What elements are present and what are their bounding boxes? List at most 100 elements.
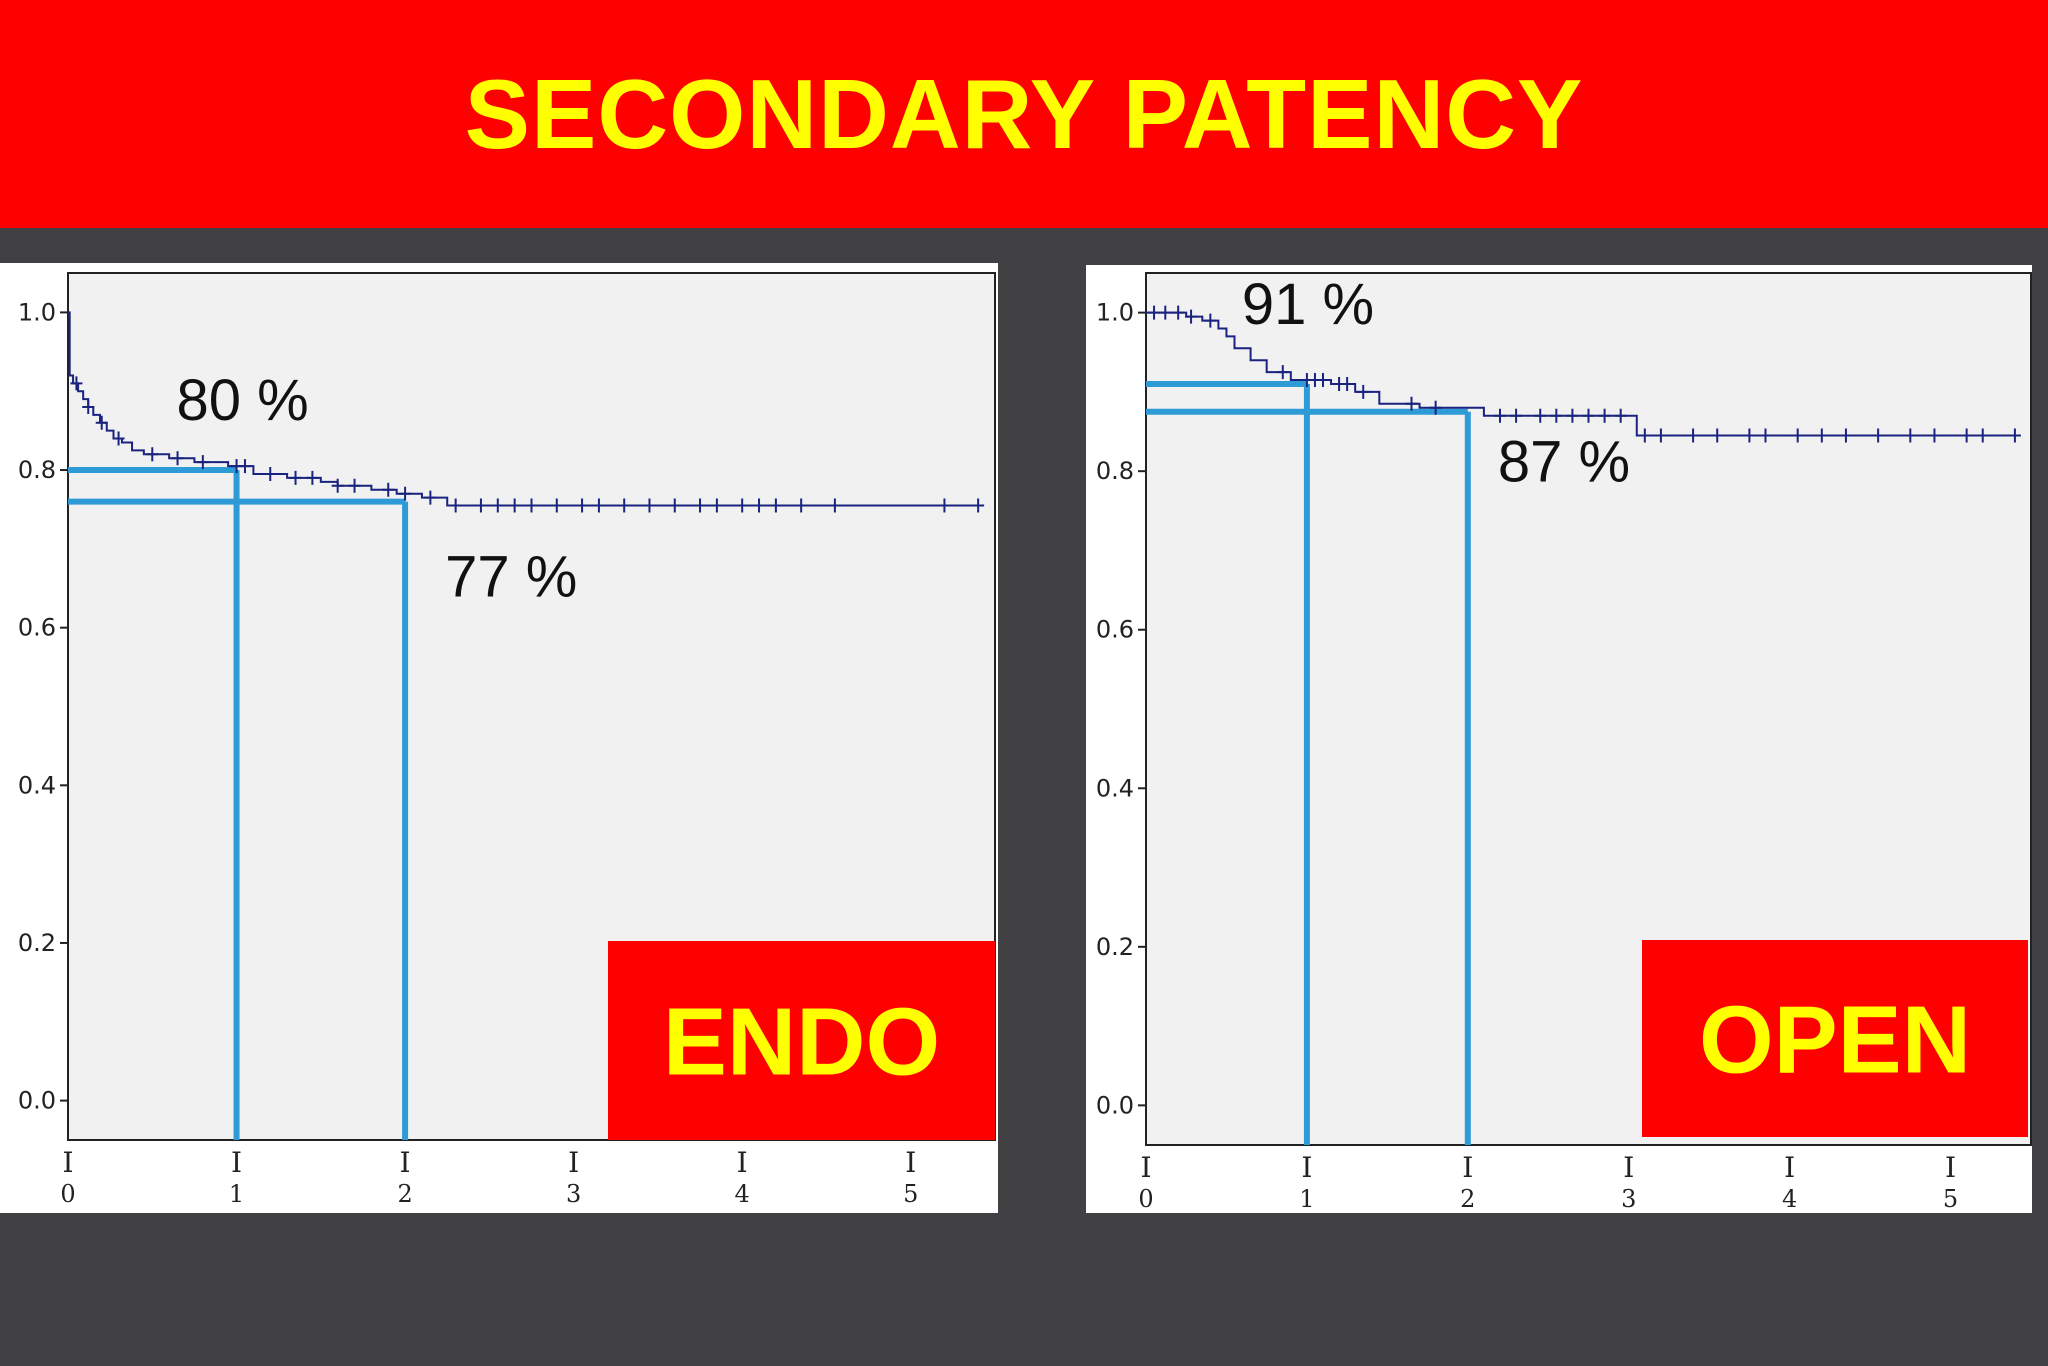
x-tick-label: 5 [903,1180,918,1208]
censor-mark [238,459,251,474]
censor-mark [1904,428,1917,443]
censor-mark [525,498,538,513]
x-tick-label: 0 [1138,1185,1153,1213]
x-tick-label: 0 [60,1180,75,1208]
censor-mark [795,498,808,513]
censor-mark [82,399,95,414]
open-chart-panel: 0.0 0.2 0.4 0.6 0.8 1.0 I 0 I 1 I 2 I 3 I 4 I 5 91 % 87 % OP… [1086,265,2032,1213]
censor-mark [618,498,631,513]
censor-mark [1405,396,1418,411]
censor-mark [550,498,563,513]
censor-mark [576,498,589,513]
censor-mark [710,498,723,513]
y-tick-label: 0.6 [1096,616,1134,644]
x-tick: I [1462,1151,1473,1184]
panel-label-box [608,941,995,1140]
censor-mark [306,470,319,485]
censor-mark [1494,408,1506,423]
censor-mark [736,498,749,513]
censor-mark [1839,428,1852,443]
censor-mark [146,447,159,462]
y-tick-label: 0.2 [18,929,56,957]
censor-mark [1185,309,1198,324]
censor-mark [753,498,766,513]
censor-mark [1791,428,1804,443]
censor-mark [348,478,361,493]
panel-label-box [1642,940,2028,1137]
censor-mark [1159,305,1172,320]
percent-label: 91 % [1242,272,1374,337]
censor-mark [1614,408,1627,423]
x-tick: I [400,1146,411,1179]
x-tick-label: 3 [1621,1185,1636,1213]
censor-mark [1654,428,1667,443]
censor-mark [1928,428,1941,443]
censor-mark [592,498,605,513]
censor-mark [1429,400,1442,415]
censor-mark [769,498,782,513]
censor-mark [399,486,412,501]
x-tick-label: 4 [735,1180,750,1208]
x-tick-label: 2 [1460,1185,1475,1213]
y-tick-label: 1.0 [1096,299,1134,327]
x-tick: I [62,1146,73,1179]
censor-mark [694,498,707,513]
censor-mark [424,490,437,505]
censor-mark [1598,408,1611,423]
y-tick-label: 0.4 [18,771,56,799]
censor-mark [508,498,521,513]
censor-mark [2008,428,2021,443]
censor-mark [1534,408,1547,423]
censor-mark [112,431,125,446]
censor-mark [1148,305,1161,320]
censor-mark [95,415,108,430]
panel-label: OPEN [1699,987,1971,1094]
panel-label: ENDO [663,989,940,1096]
y-tick-label: 0.8 [18,456,56,484]
censor-mark [289,470,302,485]
x-tick-label: 5 [1943,1185,1958,1213]
x-tick: I [1140,1151,1151,1184]
x-tick-label: 3 [566,1180,581,1208]
censor-mark [643,498,656,513]
censor-mark [196,455,209,470]
endo-chart-panel: 0.0 0.2 0.4 0.6 0.8 1.0 I 0 I 1 I 2 I 3 I 4 I 5 80 % 77 % EN… [0,263,998,1213]
x-tick-label: 4 [1782,1185,1797,1213]
title-banner: SECONDARY PATENCY [0,0,2048,228]
censor-mark [1566,408,1579,423]
censor-mark [1172,305,1185,320]
x-tick: I [1945,1151,1956,1184]
censor-mark [491,498,504,513]
y-tick-label: 0.6 [18,614,56,642]
censor-mark [1815,428,1828,443]
x-tick-label: 1 [229,1180,244,1208]
censor-mark [1510,408,1523,423]
censor-mark [1759,428,1772,443]
censor-mark [382,482,395,497]
x-tick-label: 2 [397,1180,412,1208]
x-tick: I [737,1146,748,1179]
censor-mark [331,478,344,493]
censor-mark [171,451,184,466]
censor-mark [1687,428,1700,443]
censor-mark [1743,428,1756,443]
censor-mark [1357,384,1370,399]
censor-mark [1872,428,1885,443]
percent-label: 80 % [177,368,309,433]
censor-mark [449,498,462,513]
y-tick-label: 1.0 [18,298,56,326]
censor-mark [1317,373,1329,388]
censor-mark [1341,376,1354,391]
y-tick-label: 0.8 [1096,457,1134,485]
x-tick: I [1784,1151,1795,1184]
censor-mark [1711,428,1724,443]
y-tick-label: 0.2 [1096,933,1134,961]
y-tick-label: 0.0 [1096,1091,1134,1119]
x-tick: I [231,1146,242,1179]
x-tick: I [568,1146,579,1179]
censor-mark [938,498,951,513]
censor-mark [828,498,841,513]
censor-mark [668,498,681,513]
censor-mark [1638,428,1651,443]
